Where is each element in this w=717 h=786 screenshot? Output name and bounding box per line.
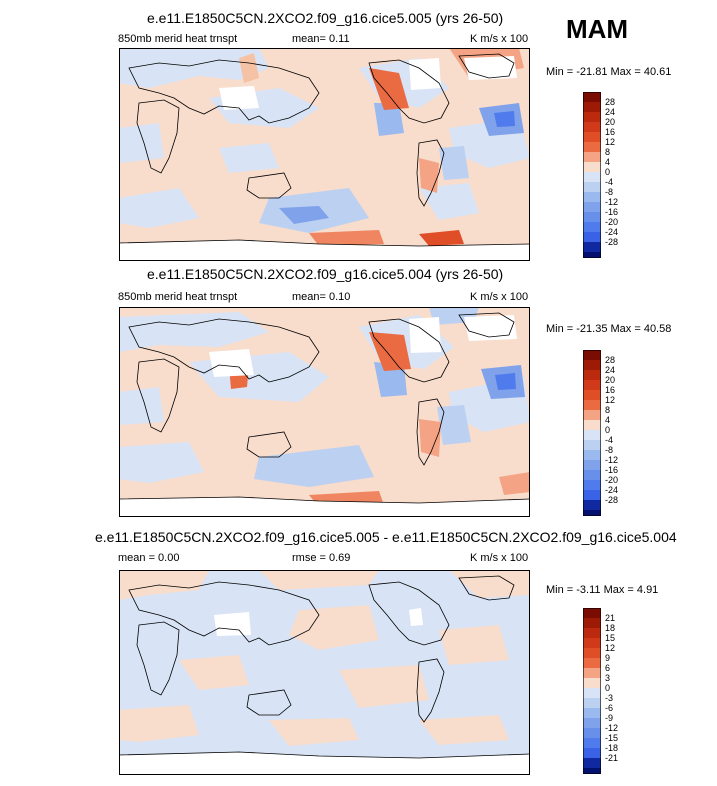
panel3-cb-label: 9 [605,653,610,663]
panel3-map [119,570,530,775]
panel3-cb-label: -3 [605,693,613,703]
panel2-units-label: K m/s x 100 [470,291,529,303]
panel3-cb-label: -15 [605,733,618,743]
panel1-title: e.e11.E1850C5CN.2XCO2.f09_g16.cice5.005 … [147,10,504,26]
panel2-cb-label: -28 [605,495,618,505]
panel1-cb-label: 20 [605,117,615,127]
panel1-cb-label: -24 [605,227,618,237]
panel3-cb-label: 15 [605,633,615,643]
panel1-cb-label: -16 [605,207,618,217]
panel2-cb-label: -20 [605,475,618,485]
panel1-cb-label: 8 [605,147,610,157]
panel1-variable-label: 850mb merid heat trnspt [118,33,238,45]
panel2-cb-label: -8 [605,445,613,455]
panel1-map [119,48,530,261]
panel2-cb-label: 4 [605,415,610,425]
panel3-rmse-label: rmse = 0.69 [292,552,351,564]
panel3-cb-label: -21 [605,753,618,763]
panel2-cb-label: 16 [605,385,615,395]
panel2-cb-label: -24 [605,485,618,495]
panel3-cb-label: 3 [605,673,610,683]
panel2-colorbar: 28 24 20 16 12 8 4 0 -4 -8 -12 -16 -20 -… [583,350,618,516]
panel3-cb-label: 12 [605,643,615,653]
panel1-cb-label: 24 [605,107,615,117]
panel1-units-label: K m/s x 100 [470,33,529,45]
panel1-colorbar: 28 24 20 16 12 8 4 0 -4 -8 -12 -16 -20 -… [583,92,618,258]
panel2-cb-label: -4 [605,435,613,445]
panel3-minmax: Min = -3.11 Max = 4.91 [546,584,659,596]
panel1-cb-label: 16 [605,127,615,137]
panel3-cb-label: -9 [605,713,613,723]
panel2-cb-label: 8 [605,405,610,415]
panel3-cb-label: -6 [605,703,613,713]
panel1-cb-label: -20 [605,217,618,227]
panel1-cb-label: 28 [605,97,615,107]
panel3-cb-label: -12 [605,723,618,733]
panel1-minmax: Min = -21.81 Max = 40.61 [546,66,672,78]
panel3-cb-label: 18 [605,623,615,633]
panel2-cb-label: 28 [605,355,615,365]
panel1-cb-label: -28 [605,237,618,247]
panel3-cb-label: 6 [605,663,610,673]
panel3-cb-label: 21 [605,613,615,623]
panel2-mean-label: mean= 0.10 [292,291,351,303]
panel2-cb-label: 12 [605,395,615,405]
panel3-units-label: K m/s x 100 [470,552,529,564]
panel1-cb-label: -4 [605,177,613,187]
panel2-map [119,307,530,517]
panel1-cb-label: 12 [605,137,615,147]
panel1-cb-label: 0 [605,167,610,177]
panel1-cb-label: -8 [605,187,613,197]
season-label: MAM [566,14,629,44]
panel2-cb-label: -16 [605,465,618,475]
panel3-title: e.e11.E1850C5CN.2XCO2.f09_g16.cice5.005 … [95,529,677,545]
panel3-mean-label: mean = 0.00 [118,552,180,564]
panel2-cb-label: 20 [605,375,615,385]
panel1-cb-label: 4 [605,157,610,167]
panel2-cb-label: 24 [605,365,615,375]
panel1-mean-label: mean= 0.11 [292,33,350,45]
panel2-minmax: Min = -21.35 Max = 40.58 [546,323,672,335]
panel3-cb-label: -18 [605,743,618,753]
panel3-colorbar: 21 18 15 12 9 6 3 0 -3 -6 -9 -12 -15 -18… [583,608,618,774]
panel3-cb-label: 0 [605,683,610,693]
panel2-title: e.e11.E1850C5CN.2XCO2.f09_g16.cice5.004 … [147,266,504,282]
panel2-cb-label: -12 [605,455,618,465]
panel2-variable-label: 850mb merid heat trnspt [118,291,238,303]
panel1-cb-label: -12 [605,197,618,207]
panel2-cb-label: 0 [605,425,610,435]
